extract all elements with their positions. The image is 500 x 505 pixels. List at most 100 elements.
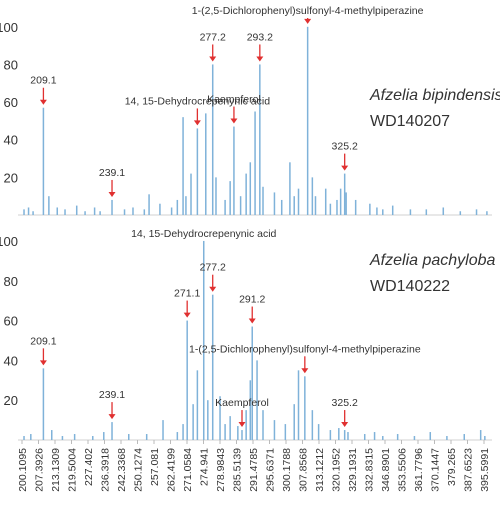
peak [304,376,306,440]
peak [311,177,314,215]
peak [446,436,448,440]
arrow-head [39,360,47,366]
annotation: 209.1 [30,75,56,87]
annotation: 209.1 [30,335,56,347]
peak [254,111,256,215]
peak [196,370,199,440]
annotation: 271.1 [174,288,200,300]
annotation: 239.1 [99,167,125,179]
peak [61,436,64,440]
peak [256,360,258,440]
peak [145,434,148,440]
peak [30,434,32,440]
peak [249,162,252,215]
peak [237,426,239,440]
y-tick-label: 60 [4,314,18,329]
peak [484,436,486,440]
peak [249,380,252,440]
chart-title: Afzelia bipindensis [369,87,500,104]
peak [73,434,76,440]
peak [343,173,346,215]
peak [176,432,179,440]
peak [32,211,34,215]
y-tick-label: 40 [4,353,18,368]
peak [429,432,432,440]
arrow-head [39,99,47,105]
arrow-head [193,120,201,126]
x-tick-label: 207.3926 [34,448,46,492]
x-tick-label: 320.1952 [331,448,343,492]
annotation: 14, 15-Dehydrocrepenynic acid [131,228,276,240]
peak [229,416,231,440]
x-tick-label: 370.1447 [430,448,442,492]
annotation: 1-(2,5-Dichlorophenyl)sulfonyl-4-methylp… [192,5,424,17]
peak [297,188,300,215]
y-tick-label: 80 [4,57,18,72]
chart-title: Afzelia pachyloba [369,252,496,269]
peak [338,428,340,440]
peak [245,173,247,215]
peak [215,177,217,215]
peak [373,432,376,440]
peak [486,211,488,215]
peak [162,420,164,440]
arrow-head [209,286,217,292]
x-tick-label: 200.1095 [17,448,29,492]
annotation: Kaempferol [215,397,269,409]
x-tick-label: 300.1788 [281,448,293,492]
x-tick-label: 291.4785 [248,448,260,492]
peak [202,240,205,440]
peak [259,64,261,215]
x-tick-label: 387.6523 [463,448,475,492]
peak [382,436,384,440]
peak [284,424,287,440]
x-tick-label: 262.4199 [166,448,178,492]
peak [324,188,327,215]
annotation: 325.2 [332,141,358,153]
peak [343,430,346,440]
peak [48,196,50,215]
peak [23,436,25,440]
annotation: 325.2 [332,397,358,409]
peak [111,199,113,215]
peak [459,211,462,215]
peak [159,203,161,215]
peak [224,199,226,215]
arrow-head [108,414,116,420]
peak [273,420,276,440]
annotation: 277.2 [200,31,226,43]
peak [111,422,113,440]
peak [99,211,101,215]
y-tick-label: 60 [4,95,18,110]
peak [50,430,53,440]
peak [363,434,366,440]
x-tick-label: 219.5004 [67,448,79,492]
peak [241,430,243,440]
x-tick-label: 395.5991 [479,448,491,492]
y-tick-label: 80 [4,274,18,289]
peak [176,199,179,215]
annotation: 239.1 [99,389,125,401]
peak [123,209,126,215]
peak [93,207,96,215]
peak [56,207,59,215]
peak [239,196,242,215]
peak [251,326,253,440]
peak [192,404,194,440]
peak [280,199,283,215]
peak [262,410,264,440]
y-tick-label: 20 [4,393,18,408]
peak [479,430,482,440]
peak [211,294,214,440]
peak [273,192,276,215]
arrow-head [304,18,312,24]
x-tick-label: 271.0584 [182,448,194,492]
peak [219,396,221,440]
peak [185,196,187,215]
x-tick-label: 332.8315 [364,448,376,492]
peak [170,207,173,215]
peak [75,205,78,215]
peak [396,434,399,440]
peak [345,192,347,215]
peak [391,205,394,215]
